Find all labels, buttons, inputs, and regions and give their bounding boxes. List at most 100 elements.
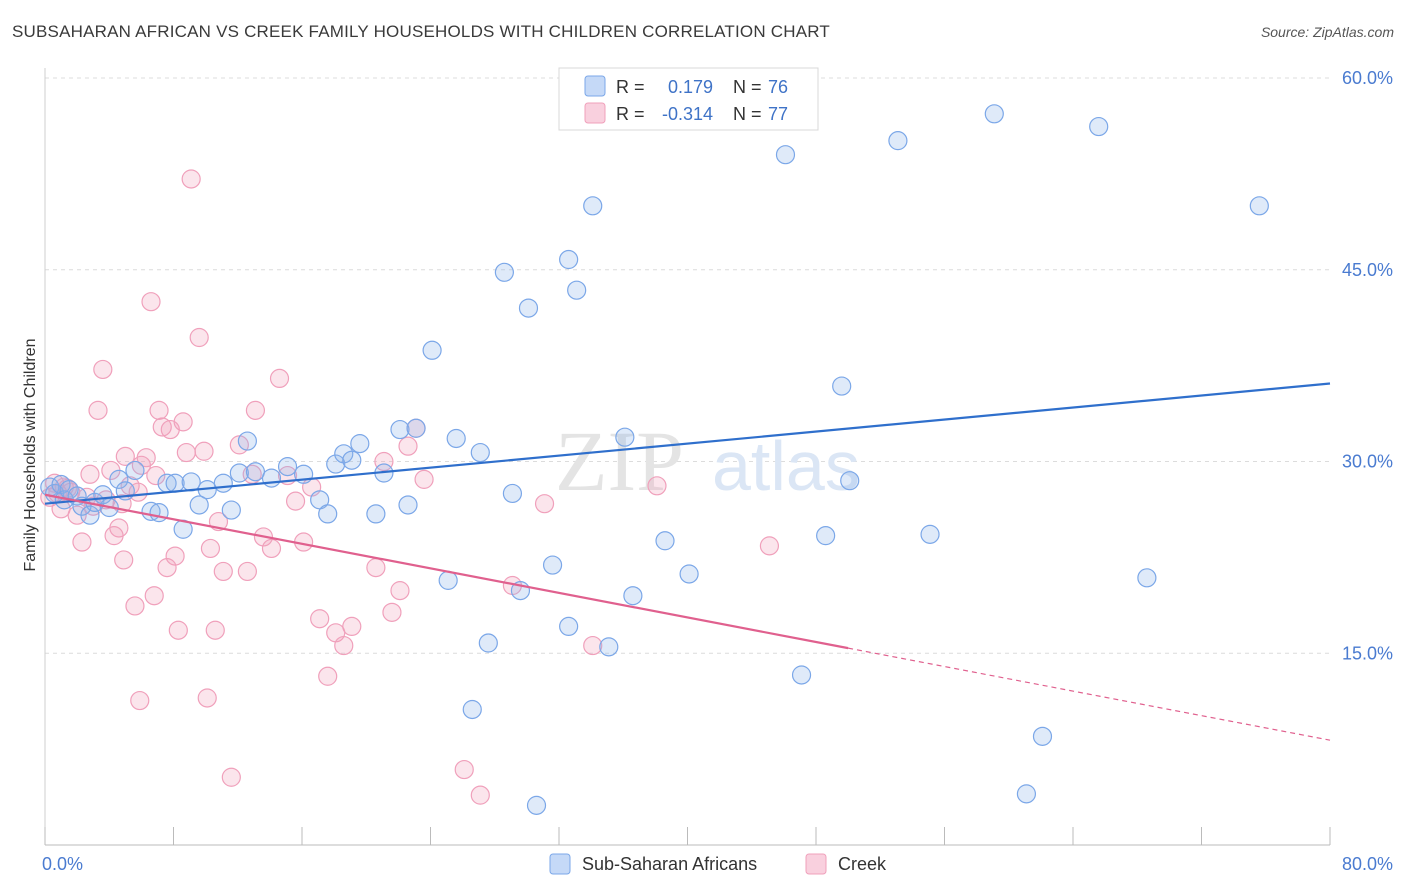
- sub-saharan-point: [165, 473, 185, 493]
- sub-saharan-point: [80, 505, 100, 525]
- creek-point: [310, 609, 330, 629]
- sub-saharan-point: [261, 468, 282, 488]
- axes: [44, 68, 1331, 846]
- sub-saharan-point: [888, 131, 908, 151]
- source-label: Source: ZipAtlas.com: [1260, 24, 1394, 40]
- creek-point: [115, 446, 135, 466]
- y-tick-label: 45.0%: [1342, 260, 1393, 280]
- sub-saharan-point: [615, 427, 635, 447]
- legend-n-value-1: 76: [768, 77, 788, 97]
- sub-saharan-point: [1137, 568, 1157, 588]
- sub-saharan-point: [1249, 196, 1269, 216]
- y-tick-labels: 15.0% 30.0% 45.0% 60.0%: [1342, 68, 1393, 663]
- sub-saharan-point: [623, 586, 643, 606]
- sub-saharan-point: [583, 196, 603, 216]
- sub-saharan-point: [366, 504, 386, 524]
- sub-saharan-point: [984, 104, 1004, 124]
- sub-saharan-point: [326, 454, 346, 474]
- creek-point: [157, 558, 177, 578]
- legend-r-label-2: R =: [616, 104, 645, 124]
- watermark-zip: ZIP: [555, 413, 684, 509]
- creek-point: [93, 359, 113, 380]
- sub-saharan-point: [816, 526, 836, 546]
- sub-saharan-point: [832, 376, 852, 396]
- sub-saharan-point: [679, 564, 699, 584]
- creek-point: [72, 532, 92, 552]
- sub-saharan-point: [470, 442, 490, 463]
- legend-r-label-1: R =: [616, 77, 645, 97]
- sub-saharan-point: [478, 633, 498, 653]
- sub-saharan-point: [775, 145, 796, 165]
- creek-point: [221, 767, 241, 787]
- creek-point: [189, 327, 209, 348]
- creek-point: [168, 620, 188, 640]
- y-axis-title: Family Households with Children: [22, 339, 39, 572]
- creek-trend-line: [44, 493, 849, 650]
- sub-saharan-point: [213, 473, 233, 493]
- sub-saharan-point: [422, 340, 442, 360]
- sub-saharan-point: [277, 457, 298, 477]
- creek-point: [318, 666, 338, 686]
- creek-point: [454, 759, 474, 780]
- creek-point: [342, 616, 362, 637]
- bottom-legend-label-ssa: Sub-Saharan Africans: [582, 854, 757, 874]
- sub-saharan-point: [567, 280, 587, 300]
- creek-point: [130, 690, 150, 711]
- creek-point: [136, 448, 156, 468]
- legend-n-value-2: 77: [768, 104, 788, 124]
- sub-saharan-point: [446, 428, 466, 449]
- sub-saharan-point: [189, 495, 209, 515]
- creek-point: [374, 451, 394, 472]
- sub-saharan-point: [221, 500, 241, 520]
- creek-point: [141, 292, 161, 312]
- creek-point: [382, 602, 402, 622]
- sub-saharan-point: [494, 262, 514, 282]
- sub-saharan-point: [318, 504, 338, 524]
- sub-saharan-point: [181, 472, 201, 492]
- creek-point: [149, 400, 169, 420]
- sub-saharan-point: [599, 637, 619, 657]
- bottom-legend-swatch-ssa: [549, 853, 571, 875]
- creek-point: [165, 546, 185, 566]
- creek-point: [269, 368, 290, 389]
- legend-n-label-2: N =: [733, 104, 762, 124]
- y-tick-label: 30.0%: [1342, 452, 1393, 472]
- creek-point: [144, 586, 164, 606]
- creek-trend-line-extension: [848, 647, 1331, 741]
- sub-saharan-point: [350, 434, 370, 454]
- creek-point: [534, 494, 555, 514]
- creek-point: [181, 169, 201, 189]
- sub-saharan-point: [109, 469, 129, 489]
- sub-saharan-point: [502, 483, 523, 504]
- creek-point: [125, 596, 145, 616]
- creek-point: [114, 550, 134, 570]
- creek-point: [390, 581, 410, 601]
- creek-point: [194, 441, 214, 461]
- creek-point: [88, 400, 108, 420]
- sub-saharan-point: [438, 570, 458, 590]
- creek-point: [398, 436, 418, 456]
- creek-point: [146, 465, 166, 486]
- bottom-legend-label-creek: Creek: [838, 854, 887, 874]
- sub-saharan-point: [390, 419, 410, 440]
- legend-n-label-1: N =: [733, 77, 762, 97]
- creek-point: [261, 538, 282, 559]
- legend-r-value-2: -0.314: [662, 104, 713, 124]
- chart-title: SUBSAHARAN AFRICAN VS CREEK FAMILY HOUSE…: [12, 22, 831, 41]
- y-tick-label: 60.0%: [1342, 68, 1393, 88]
- creek-point: [213, 561, 233, 582]
- creek-point: [237, 561, 257, 582]
- creek-point: [583, 635, 603, 656]
- top-legend: R = 0.179 N = 76 R = -0.314 N = 77: [558, 67, 819, 131]
- sub-saharan-point: [840, 471, 860, 491]
- sub-saharan-point: [149, 503, 169, 523]
- sub-saharan-point: [518, 298, 539, 318]
- x-tick-label: 80.0%: [1342, 854, 1393, 874]
- creek-point: [176, 442, 196, 463]
- creek-point: [285, 491, 306, 511]
- legend-swatch-pink: [584, 102, 606, 124]
- sub-saharan-point: [791, 665, 812, 685]
- legend-r-value-1: 0.179: [668, 77, 713, 97]
- sub-saharan-point: [526, 795, 547, 815]
